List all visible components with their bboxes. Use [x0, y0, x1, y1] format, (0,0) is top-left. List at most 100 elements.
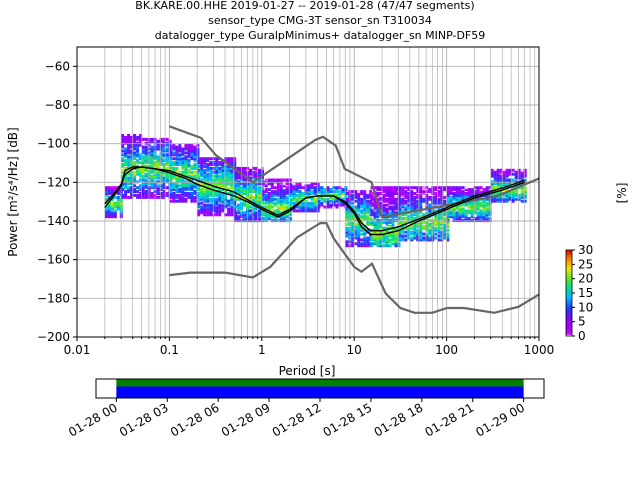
histogram-cell [467, 201, 471, 205]
histogram-cell [479, 217, 483, 221]
histogram-cell [289, 201, 293, 205]
histogram-cell [488, 199, 492, 203]
histogram-cell [206, 213, 210, 217]
histogram-cell [224, 172, 228, 176]
colorbar-segment [566, 321, 572, 324]
histogram-cell [345, 222, 349, 226]
histogram-cell [431, 224, 435, 228]
histogram-cell [169, 164, 173, 168]
histogram-cell [357, 234, 361, 238]
histogram-cell [310, 184, 314, 188]
histogram-cell [473, 192, 477, 195]
histogram-cell [523, 178, 527, 182]
histogram-cell [446, 195, 450, 199]
histogram-cell [385, 207, 389, 211]
histogram-cell [255, 182, 258, 186]
histogram-cell [197, 164, 201, 168]
histogram-cell [107, 211, 111, 215]
histogram-cell [431, 209, 435, 213]
histogram-cell [317, 199, 321, 203]
histogram-cell [156, 161, 160, 165]
histogram-cell [252, 195, 255, 199]
histogram-cell [479, 186, 483, 190]
histogram-cell [215, 163, 219, 166]
histogram-cell [218, 176, 222, 180]
histogram-cell [407, 232, 411, 236]
histogram-cell [394, 201, 398, 205]
histogram-cell [413, 195, 417, 199]
histogram-cell [482, 199, 486, 203]
histogram-cell [461, 207, 465, 211]
histogram-cell [116, 192, 120, 195]
histogram-cell [488, 203, 492, 207]
histogram-cell [301, 205, 305, 209]
histogram-cell [233, 207, 237, 211]
histogram-cell [252, 209, 255, 213]
histogram-cell [255, 190, 258, 194]
histogram-cell [276, 182, 280, 186]
histogram-cell [178, 184, 182, 188]
histogram-cell [243, 203, 246, 207]
histogram-cell [307, 192, 311, 195]
histogram-cell [139, 141, 143, 145]
histogram-cell [124, 147, 128, 151]
histogram-cell [458, 203, 462, 207]
histogram-cell [181, 192, 185, 195]
histogram-cell [255, 199, 258, 203]
histogram-cell [124, 149, 128, 153]
histogram-cell [261, 172, 264, 176]
histogram-cell [285, 182, 289, 186]
histogram-cell [335, 203, 339, 207]
histogram-cell [329, 203, 333, 207]
histogram-cell [410, 236, 414, 240]
histogram-cell [394, 242, 398, 246]
histogram-cell [159, 178, 163, 182]
histogram-cell [184, 199, 188, 203]
histogram-cell [398, 226, 402, 230]
histogram-cell [485, 213, 489, 217]
histogram-cell [398, 230, 402, 234]
histogram-cell [169, 192, 173, 195]
histogram-cell [490, 172, 494, 176]
histogram-cell [449, 192, 453, 195]
histogram-cell [172, 186, 176, 190]
histogram-cell [261, 201, 265, 205]
histogram-cell [168, 143, 172, 147]
histogram-cell [397, 217, 401, 221]
histogram-cell [394, 215, 398, 219]
histogram-cell [502, 170, 506, 174]
colorbar-segment [566, 320, 572, 323]
histogram-cell [292, 184, 296, 188]
histogram-cell [139, 161, 143, 165]
histogram-cell [224, 164, 228, 168]
histogram-cell [233, 159, 237, 163]
histogram-cell [425, 226, 429, 230]
histogram-cell [394, 244, 398, 248]
histogram-cell [499, 184, 503, 188]
colorbar-segment [566, 251, 572, 254]
histogram-cell [373, 207, 377, 211]
histogram-cell [252, 190, 255, 194]
histogram-cell [162, 172, 166, 176]
histogram-cell [267, 197, 271, 201]
histogram-cell [394, 232, 398, 236]
histogram-cell [295, 209, 299, 213]
histogram-cell [388, 238, 392, 242]
histogram-cell [200, 161, 204, 165]
histogram-cell [104, 205, 108, 209]
histogram-cell [388, 197, 392, 201]
histogram-cell [394, 230, 398, 234]
histogram-cell [376, 238, 380, 242]
histogram-cell [162, 163, 166, 166]
histogram-cell [209, 157, 213, 161]
histogram-cell [175, 176, 179, 180]
histogram-cell [107, 190, 111, 194]
histogram-cell [190, 145, 194, 149]
histogram-cell [139, 143, 143, 147]
histogram-cell [206, 195, 210, 199]
histogram-cell [285, 207, 289, 211]
histogram-cell [341, 203, 345, 207]
histogram-cell [292, 190, 296, 194]
histogram-cell [175, 199, 179, 203]
histogram-cell [404, 213, 408, 217]
